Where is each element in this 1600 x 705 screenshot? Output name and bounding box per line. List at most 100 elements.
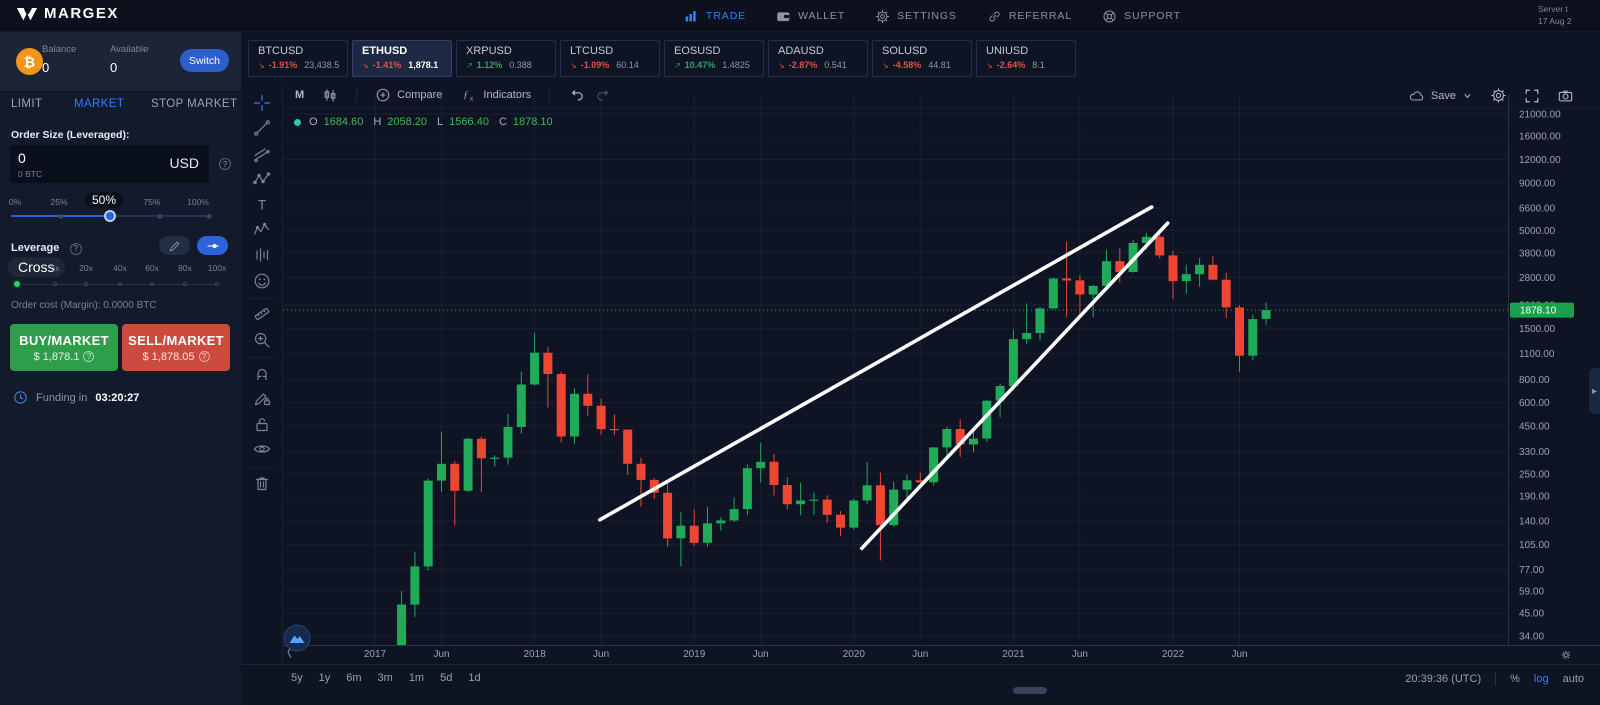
nav-item-trade[interactable]: TRADE: [684, 9, 746, 24]
ticker-tab-xrpusd[interactable]: XRPUSD ↗ 1.12% 0.388: [456, 40, 556, 77]
redo-button[interactable]: [595, 87, 612, 103]
time-axis[interactable]: 2017 Jun 2018 Jun 2019 Jun 2020 Jun 2021 Jun 2022 J…: [364, 649, 1248, 660]
range-button-5d[interactable]: 5d: [440, 672, 453, 684]
utc-clock[interactable]: 20:39:36 (UTC): [1405, 673, 1482, 685]
trend-line-drawing[interactable]: [597, 205, 1154, 522]
range-button-5y[interactable]: 5y: [291, 672, 303, 684]
leverage-mark-5x[interactable]: 5x: [50, 263, 60, 273]
timeframe-button[interactable]: M: [295, 89, 305, 101]
sell-price: $ 1,878.05: [142, 350, 195, 363]
size-slider-handle[interactable]: [104, 210, 116, 222]
ticker-change: -4.58%: [892, 60, 922, 70]
leverage-mode[interactable]: Cross: [8, 257, 65, 277]
undo-button[interactable]: [568, 87, 585, 103]
trend-line-tool-icon[interactable]: [252, 118, 272, 138]
range-button-3m[interactable]: 3m: [377, 672, 393, 684]
nav-item-settings[interactable]: SETTINGS: [875, 9, 957, 24]
compare-button[interactable]: Compare: [375, 87, 442, 103]
order-tab-limit[interactable]: LIMIT: [11, 98, 43, 110]
leverage-edit-button[interactable]: [159, 236, 190, 255]
svg-text:Jun: Jun: [593, 649, 609, 660]
eye-tool-icon[interactable]: [252, 439, 272, 459]
ticker-price: 23,438.5: [304, 60, 340, 70]
range-button-6m[interactable]: 6m: [346, 672, 362, 684]
sell-market-button[interactable]: SELL/MARKET $ 1,878.05?: [122, 324, 230, 371]
zoom-tool-icon[interactable]: [252, 330, 272, 350]
ticker-symbol: ETHUSD: [362, 45, 408, 57]
size-mark-75pct[interactable]: 75%: [143, 197, 161, 207]
save-button[interactable]: Save: [1408, 88, 1473, 104]
range-button-1m[interactable]: 1m: [408, 672, 425, 684]
magnet-tool-icon[interactable]: [252, 363, 272, 383]
percent-scale-button[interactable]: %: [1510, 673, 1520, 685]
leverage-slider[interactable]: [12, 279, 220, 289]
order-size-help-icon[interactable]: ?: [219, 158, 231, 170]
leverage-help-icon[interactable]: ?: [69, 242, 82, 255]
order-size-input[interactable]: 0 0 BTC USD: [10, 145, 209, 183]
nav-item-support[interactable]: SUPPORT: [1102, 9, 1181, 24]
leverage-mark-60x[interactable]: 60x: [145, 263, 159, 273]
emoji-tool-icon[interactable]: [252, 271, 272, 291]
order-tab-stop-market[interactable]: STOP MARKET: [151, 98, 238, 110]
size-mark-50pct[interactable]: 50%: [84, 192, 124, 208]
ruler-tool-icon[interactable]: [252, 304, 272, 324]
size-mark-100pct[interactable]: 100%: [187, 197, 209, 207]
ticker-tab-ethusd[interactable]: ETHUSD ↘ -1.41% 1,878.1: [352, 40, 452, 77]
chart-brand-button[interactable]: [283, 624, 311, 652]
pattern-tool-icon[interactable]: [252, 169, 272, 189]
ticker-tab-adausd[interactable]: ADAUSD ↘ -2.87% 0.541: [768, 40, 868, 77]
right-panel-expand-tab[interactable]: ▸: [1589, 368, 1600, 414]
text-tool-icon[interactable]: T: [252, 195, 272, 215]
forecast-tool-icon[interactable]: [252, 245, 272, 265]
ticker-tab-uniusd[interactable]: UNIUSD ↘ -2.64% 8.1: [976, 40, 1076, 77]
lock-tool-icon[interactable]: [252, 414, 272, 434]
leverage-mark-20x[interactable]: 20x: [79, 263, 93, 273]
trendlines[interactable]: [597, 205, 1170, 551]
candlestick-chart[interactable]: 21000.00 16000.00 12000.00 9000.00 6600.00 50…: [283, 95, 1600, 663]
margex-logo[interactable]: MARGEX: [16, 5, 119, 22]
chart-style-button[interactable]: [322, 87, 338, 103]
draw-lock-tool-icon[interactable]: [252, 388, 272, 408]
ticker-tab-solusd[interactable]: SOLUSD ↘ -4.58% 44.81: [872, 40, 972, 77]
ticker-symbol: LTCUSD: [570, 45, 614, 57]
nav-item-label: TRADE: [706, 10, 747, 22]
ticker-tab-btcusd[interactable]: BTCUSD ↘ -1.91% 23,438.5: [248, 40, 348, 77]
size-slider[interactable]: [11, 210, 212, 222]
nav-item-referral[interactable]: REFERRAL: [987, 9, 1072, 24]
svg-text:5000.00: 5000.00: [1519, 226, 1556, 237]
btc-coin-icon[interactable]: ₿: [16, 48, 43, 75]
leverage-mark-100x[interactable]: 100x: [207, 263, 227, 273]
available-block: Available 0: [110, 44, 148, 75]
chart-settings-button[interactable]: [1490, 87, 1507, 104]
leverage-slider-button[interactable]: [197, 236, 228, 255]
axis-settings-gear-icon[interactable]: [1561, 650, 1571, 660]
crosshair-tool-icon[interactable]: [252, 93, 272, 113]
trash-tool-icon[interactable]: [252, 473, 272, 493]
leverage-slider-handle[interactable]: [12, 279, 22, 289]
fib-tool-icon[interactable]: [252, 144, 272, 164]
range-button-1y[interactable]: 1y: [318, 672, 331, 684]
auto-scale-button[interactable]: auto: [1562, 673, 1584, 685]
fullscreen-button[interactable]: [1524, 88, 1540, 104]
ticker-tab-ltcusd[interactable]: LTCUSD ↘ -1.09% 60.14: [560, 40, 660, 77]
mountain-logo-icon: [289, 635, 305, 643]
elliott-tool-icon[interactable]: [252, 220, 272, 240]
ticker-tab-eosusd[interactable]: EOSUSD ↗ 10.47% 1.4825: [664, 40, 764, 77]
collapse-left-chevron-icon[interactable]: ❬: [285, 646, 294, 658]
buy-market-button[interactable]: BUY/MARKET $ 1,878.1?: [10, 324, 118, 371]
nav-item-wallet[interactable]: WALLET: [776, 9, 845, 24]
size-mark-25pct[interactable]: 25%: [50, 197, 68, 207]
size-mark-0pct[interactable]: 0%: [8, 197, 22, 207]
leverage-mark-40x[interactable]: 40x: [113, 263, 127, 273]
order-tab-market[interactable]: MARKET: [74, 98, 125, 110]
price-axis[interactable]: 21000.00 16000.00 12000.00 9000.00 6600.00 50…: [1519, 110, 1561, 643]
trend-line-drawing[interactable]: [859, 221, 1170, 551]
range-button-1d[interactable]: 1d: [468, 672, 481, 684]
log-scale-button[interactable]: log: [1533, 673, 1549, 685]
ticker-change: 1.12%: [476, 60, 503, 70]
switch-button[interactable]: Switch: [180, 49, 229, 72]
snapshot-button[interactable]: [1557, 88, 1574, 104]
horizontal-scrollbar[interactable]: [1013, 687, 1047, 694]
leverage-mark-80x[interactable]: 80x: [178, 263, 192, 273]
